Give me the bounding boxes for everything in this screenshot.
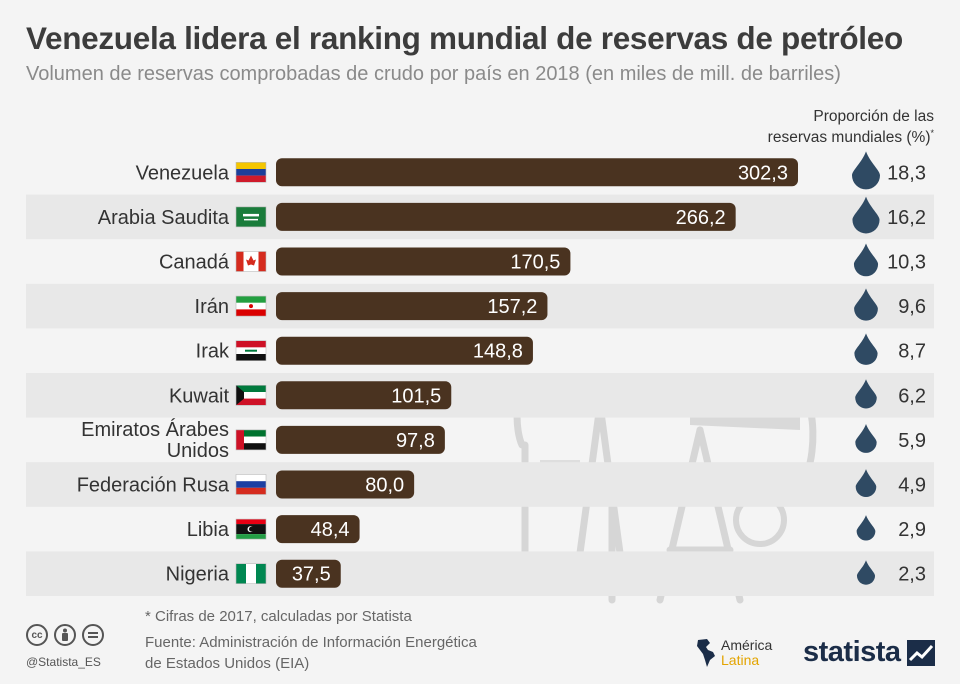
cc-icon[interactable]: cc [26,624,48,646]
flag-kuwait-icon [235,384,267,406]
share-value-label: 4,9 [898,475,926,497]
bar-value-label: 80,0 [365,475,404,497]
share-value-label: 8,7 [898,341,926,363]
category-label: Arabia Saudita [98,207,230,229]
no-derivatives-icon[interactable] [82,624,104,646]
bar-value-label: 170,5 [510,252,560,274]
bar-value-label: 157,2 [487,296,537,318]
bar [276,158,798,187]
bar-value-label: 37,5 [292,564,331,586]
oil-drop-icon [855,423,877,453]
bar-value-label: 97,8 [396,430,435,452]
oil-drop-icon [852,151,880,190]
share-value-label: 2,9 [898,519,926,541]
bar [276,336,533,365]
share-value-label: 6,2 [898,385,926,407]
oil-drop-icon [856,515,876,541]
share-value-label: 18,3 [887,162,926,184]
row-band [26,373,934,418]
bar [276,247,571,276]
bar-value-label: 48,4 [311,519,350,541]
license-icons: cc [26,624,104,646]
category-label: Kuwait [169,385,229,407]
share-value-label: 5,9 [898,430,926,452]
oil-drop-icon [856,560,876,585]
proportion-header-line1: Proporción de las [813,108,934,125]
proportion-header-mark: * [930,128,934,138]
flag-libya-icon [235,518,267,540]
flag-iraq-icon [235,340,267,362]
flag-venezuela-icon [235,162,267,183]
bar [276,381,452,410]
flag-uae-icon [235,429,267,451]
bar [276,515,360,544]
oil-drop-icon [855,379,877,409]
america-latina-logo: América Latina [695,638,772,668]
statista-logo[interactable]: statista [803,636,935,669]
share-value-label: 9,6 [898,296,926,318]
oil-drop-icon [854,333,878,365]
oil-drop-icon [853,243,879,277]
flag-nigeria-icon [235,563,267,585]
page-title: Venezuela lidera el ranking mundial de r… [26,20,903,56]
americas-map-icon [697,639,715,667]
social-handle[interactable]: @Statista_ES [26,655,101,669]
attribution-icon[interactable] [54,624,76,646]
bar-value-label: 266,2 [676,207,726,229]
category-label: Libia [187,519,230,541]
flag-iran-icon [235,295,267,317]
category-label: Federación Rusa [77,475,230,497]
category-label: Venezuela [136,162,230,184]
flag-canada-icon [235,251,267,272]
category-label: Nigeria [166,564,230,586]
category-label: Emiratos Árabes Unidos [81,418,229,462]
proportion-header-line2: reservas mundiales (%) [767,129,931,147]
category-label: Irak [196,341,230,363]
statista-logo-icon [906,639,935,666]
flag-russia-icon [235,474,267,495]
footnote: * Cifras de 2017, calculadas por Statist… [145,608,412,625]
bar-value-label: 101,5 [391,385,441,407]
bar-value-label: 302,3 [738,162,788,184]
brand-latina: Latina [721,652,760,668]
statista-wordmark: statista [803,636,901,668]
row-band [26,462,934,507]
bar [276,292,548,321]
share-value-label: 2,3 [898,564,926,586]
flag-saudi-arabia-icon [235,206,267,228]
oil-drop-icon [855,469,877,498]
proportion-column-header: Proporción de las reservas mundiales (%)… [694,108,934,146]
share-value-label: 16,2 [887,207,926,229]
page-subtitle: Volumen de reservas comprobadas de crudo… [26,63,841,85]
oil-drop-icon [852,196,880,234]
row-band [26,551,934,596]
category-label: Canadá [159,252,230,274]
bar [276,425,445,454]
share-value-label: 10,3 [887,252,926,274]
oil-drop-icon [854,288,878,321]
bar-value-label: 148,8 [473,341,523,363]
category-label: Irán [195,296,229,318]
bar [276,470,415,499]
source-line2: de Estados Unidos (EIA) [145,655,310,672]
brand-america: América [721,637,773,653]
source-text: Fuente: Administración de Información En… [145,632,565,674]
bar [276,202,736,231]
bar [276,559,341,588]
source-line1: Fuente: Administración de Información En… [145,634,477,651]
